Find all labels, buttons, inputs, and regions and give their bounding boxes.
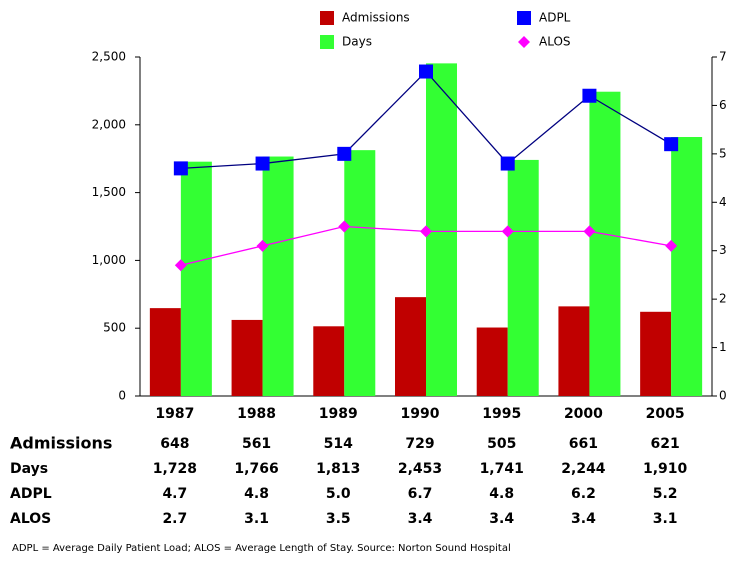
legend-label: ALOS (539, 35, 571, 49)
x-tick-label: 1990 (401, 406, 440, 422)
bar (395, 297, 426, 396)
legend-swatch (320, 35, 334, 49)
x-tick-label: 1989 (319, 406, 358, 422)
bar (149, 308, 181, 396)
y-tick-label: 1,000 (92, 253, 126, 267)
bar (640, 311, 672, 396)
table-row-label: Admissions (10, 434, 112, 453)
legend-label: Admissions (342, 11, 410, 25)
table-cell: 5.0 (326, 486, 351, 502)
table-row-label: ALOS (10, 511, 51, 527)
y2-tick-label: 6 (719, 98, 727, 112)
y2-tick-label: 2 (719, 292, 727, 306)
marker (582, 88, 597, 103)
table-cell: 505 (487, 436, 516, 452)
bar (671, 137, 703, 396)
bar (313, 326, 345, 396)
y2-tick-label: 4 (719, 195, 727, 209)
y2-tick-label: 1 (719, 340, 727, 354)
y2-tick-label: 3 (719, 243, 727, 257)
bar (507, 159, 539, 396)
table-cell: 661 (569, 436, 598, 452)
table-cell: 2.7 (162, 511, 187, 527)
table-cell: 648 (160, 436, 189, 452)
marker (664, 137, 679, 152)
table-row-label: Days (10, 461, 48, 477)
marker (174, 259, 187, 272)
table-cell: 6.7 (408, 486, 433, 502)
y-tick-label: 0 (118, 389, 126, 403)
table-cell: 1,728 (153, 461, 197, 477)
table-cell: 2,453 (398, 461, 442, 477)
bar (262, 156, 294, 396)
table-cell: 3.1 (653, 511, 678, 527)
table-cell: 5.2 (653, 486, 678, 502)
table-cell: 2,244 (561, 461, 606, 477)
table-cell: 729 (405, 436, 434, 452)
table-cell: 4.8 (244, 486, 269, 502)
bar (426, 63, 457, 396)
table-cell: 1,766 (234, 461, 278, 477)
bar (180, 161, 212, 396)
table-cell: 3.4 (408, 511, 433, 527)
bar (231, 319, 263, 396)
bar (589, 91, 621, 397)
marker (583, 225, 596, 238)
bar (344, 150, 376, 396)
marker (173, 161, 188, 176)
footnote: ADPL = Average Daily Patient Load; ALOS … (12, 543, 511, 554)
marker (338, 220, 351, 233)
table-cell: 1,813 (316, 461, 360, 477)
y-tick-label: 2,000 (92, 117, 126, 131)
table-cell: 1,741 (480, 461, 524, 477)
legend-swatch (320, 11, 334, 25)
legend-swatch (518, 36, 530, 48)
legend-swatch (517, 11, 531, 25)
y2-tick-label: 0 (719, 389, 727, 403)
marker (501, 225, 514, 238)
y-tick-label: 500 (103, 321, 126, 335)
x-tick-label: 1995 (482, 406, 521, 422)
table-cell: 561 (242, 436, 271, 452)
y-tick-label: 1,500 (92, 185, 126, 199)
x-tick-label: 2005 (646, 406, 685, 422)
table-cell: 1,910 (643, 461, 688, 477)
x-tick-label: 1987 (155, 406, 194, 422)
y2-tick-label: 7 (719, 50, 727, 64)
legend-label: ADPL (539, 11, 571, 25)
marker (665, 239, 678, 252)
table-cell: 3.1 (244, 511, 269, 527)
y2-tick-label: 5 (719, 146, 727, 160)
table-cell: 4.7 (162, 486, 187, 502)
x-tick-label: 2000 (564, 406, 603, 422)
table-cell: 621 (651, 436, 680, 452)
x-tick-label: 1988 (237, 406, 276, 422)
bar (558, 306, 590, 396)
y-tick-label: 2,500 (92, 50, 126, 64)
bar (476, 327, 508, 396)
marker (500, 156, 515, 171)
legend-label: Days (342, 35, 372, 49)
table-cell: 4.8 (489, 486, 514, 502)
table-cell: 3.5 (326, 511, 351, 527)
marker (420, 225, 432, 238)
marker (255, 156, 270, 171)
table-cell: 514 (324, 436, 353, 452)
table-row-label: ADPL (10, 486, 52, 502)
table-cell: 3.4 (571, 511, 596, 527)
table-cell: 3.4 (489, 511, 514, 527)
marker (256, 239, 269, 252)
marker (337, 146, 352, 161)
marker (419, 64, 433, 79)
table-cell: 6.2 (571, 486, 596, 502)
